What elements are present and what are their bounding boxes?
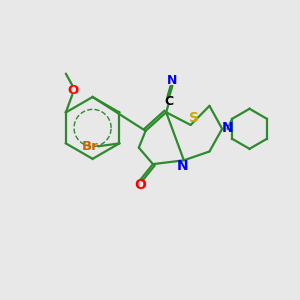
Text: N: N — [177, 159, 189, 173]
Text: O: O — [68, 84, 79, 97]
Text: C: C — [164, 94, 173, 108]
Text: Br: Br — [82, 140, 98, 153]
Text: S: S — [189, 112, 199, 125]
Text: O: O — [134, 178, 146, 192]
Text: N: N — [167, 74, 177, 87]
Text: N: N — [222, 121, 234, 135]
